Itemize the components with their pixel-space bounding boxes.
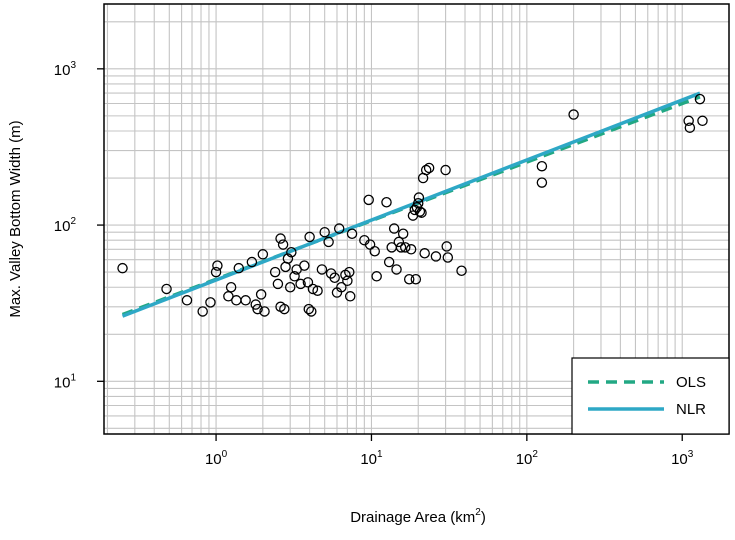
data-point <box>117 262 128 274</box>
data-point <box>683 115 694 127</box>
data-point <box>346 228 358 239</box>
data-point <box>289 271 300 282</box>
x-tick-label: 103 <box>671 449 694 468</box>
data-point <box>344 266 355 278</box>
data-point <box>282 253 294 264</box>
data-point <box>231 295 242 306</box>
data-point <box>284 281 296 293</box>
data-point <box>250 299 261 310</box>
data-point <box>405 244 417 255</box>
data-point <box>212 260 223 271</box>
data-point <box>456 265 467 277</box>
data-point <box>252 303 263 315</box>
data-point <box>304 231 315 243</box>
data-point <box>181 295 193 306</box>
y-tick-label: 103 <box>54 60 77 79</box>
data-point <box>381 196 392 208</box>
data-point <box>307 283 319 295</box>
data-point <box>210 266 222 278</box>
data-point <box>568 109 579 120</box>
data-point <box>257 249 269 260</box>
data-point <box>275 233 286 244</box>
data-point <box>295 278 306 290</box>
data-point <box>697 115 708 127</box>
data-point <box>409 204 421 216</box>
data-point <box>684 122 696 133</box>
data-point <box>388 223 400 234</box>
data-point <box>269 266 281 278</box>
legend-label-ols: OLS <box>676 374 706 391</box>
plot-frame <box>103 3 730 435</box>
y-axis-title: Max. Valley Bottom Width (m) <box>7 120 24 317</box>
data-point <box>246 256 258 268</box>
data-point <box>197 306 208 317</box>
data-point <box>323 236 334 248</box>
data-point <box>225 281 237 293</box>
data-point <box>286 246 297 258</box>
data-point <box>277 239 289 250</box>
data-point <box>423 162 435 174</box>
data-point <box>312 285 323 296</box>
x-tick-label: 100 <box>205 449 228 468</box>
fit-lines <box>121 91 701 318</box>
data-point <box>302 277 314 288</box>
data-point <box>336 281 347 293</box>
y-tick-label: 102 <box>54 216 77 235</box>
data-point <box>383 256 395 268</box>
data-point <box>272 278 284 290</box>
data-point <box>240 295 251 306</box>
data-point <box>441 241 452 252</box>
data-point <box>536 177 548 188</box>
x-axis-title: Drainage Area (km2) <box>350 507 486 526</box>
data-point <box>316 264 328 275</box>
data-point <box>393 236 405 248</box>
data-point <box>255 289 267 300</box>
legend-box <box>571 357 730 435</box>
data-point <box>371 271 382 282</box>
data-point <box>399 242 411 253</box>
x-tick-label: 101 <box>360 449 383 468</box>
data-point <box>205 297 216 308</box>
x-tick-label: 102 <box>516 449 539 468</box>
data-point <box>299 260 310 271</box>
data-point <box>391 264 402 275</box>
data-point <box>363 194 374 206</box>
data-point <box>420 164 432 176</box>
y-axis: 101 102 103 <box>54 60 104 391</box>
data-point <box>430 251 442 262</box>
data-point <box>413 192 425 203</box>
data-point <box>419 248 430 259</box>
data-point <box>259 306 270 317</box>
data-point <box>440 164 451 176</box>
data-point <box>414 206 426 217</box>
data-point <box>279 303 290 315</box>
legend-label-nlr: NLR <box>676 401 706 418</box>
x-axis: 100 101 102 103 <box>205 434 694 468</box>
data-point <box>403 274 415 285</box>
data-point <box>410 274 422 285</box>
data-point <box>329 272 340 284</box>
data-point <box>344 291 356 302</box>
data-point <box>233 262 245 274</box>
data-point <box>161 283 172 295</box>
data-point <box>442 252 454 263</box>
data-point <box>306 306 317 317</box>
data-point <box>319 226 330 238</box>
data-points <box>117 93 708 317</box>
fit-line-nlr <box>121 91 701 318</box>
data-point <box>369 245 380 257</box>
legend: OLS NLR <box>571 357 730 435</box>
y-tick-label: 101 <box>54 372 77 391</box>
data-point <box>536 160 548 172</box>
data-point <box>333 223 345 234</box>
data-point <box>303 303 315 315</box>
data-point <box>694 93 706 105</box>
data-point <box>395 242 407 253</box>
data-point <box>416 207 427 218</box>
data-point <box>397 228 409 239</box>
